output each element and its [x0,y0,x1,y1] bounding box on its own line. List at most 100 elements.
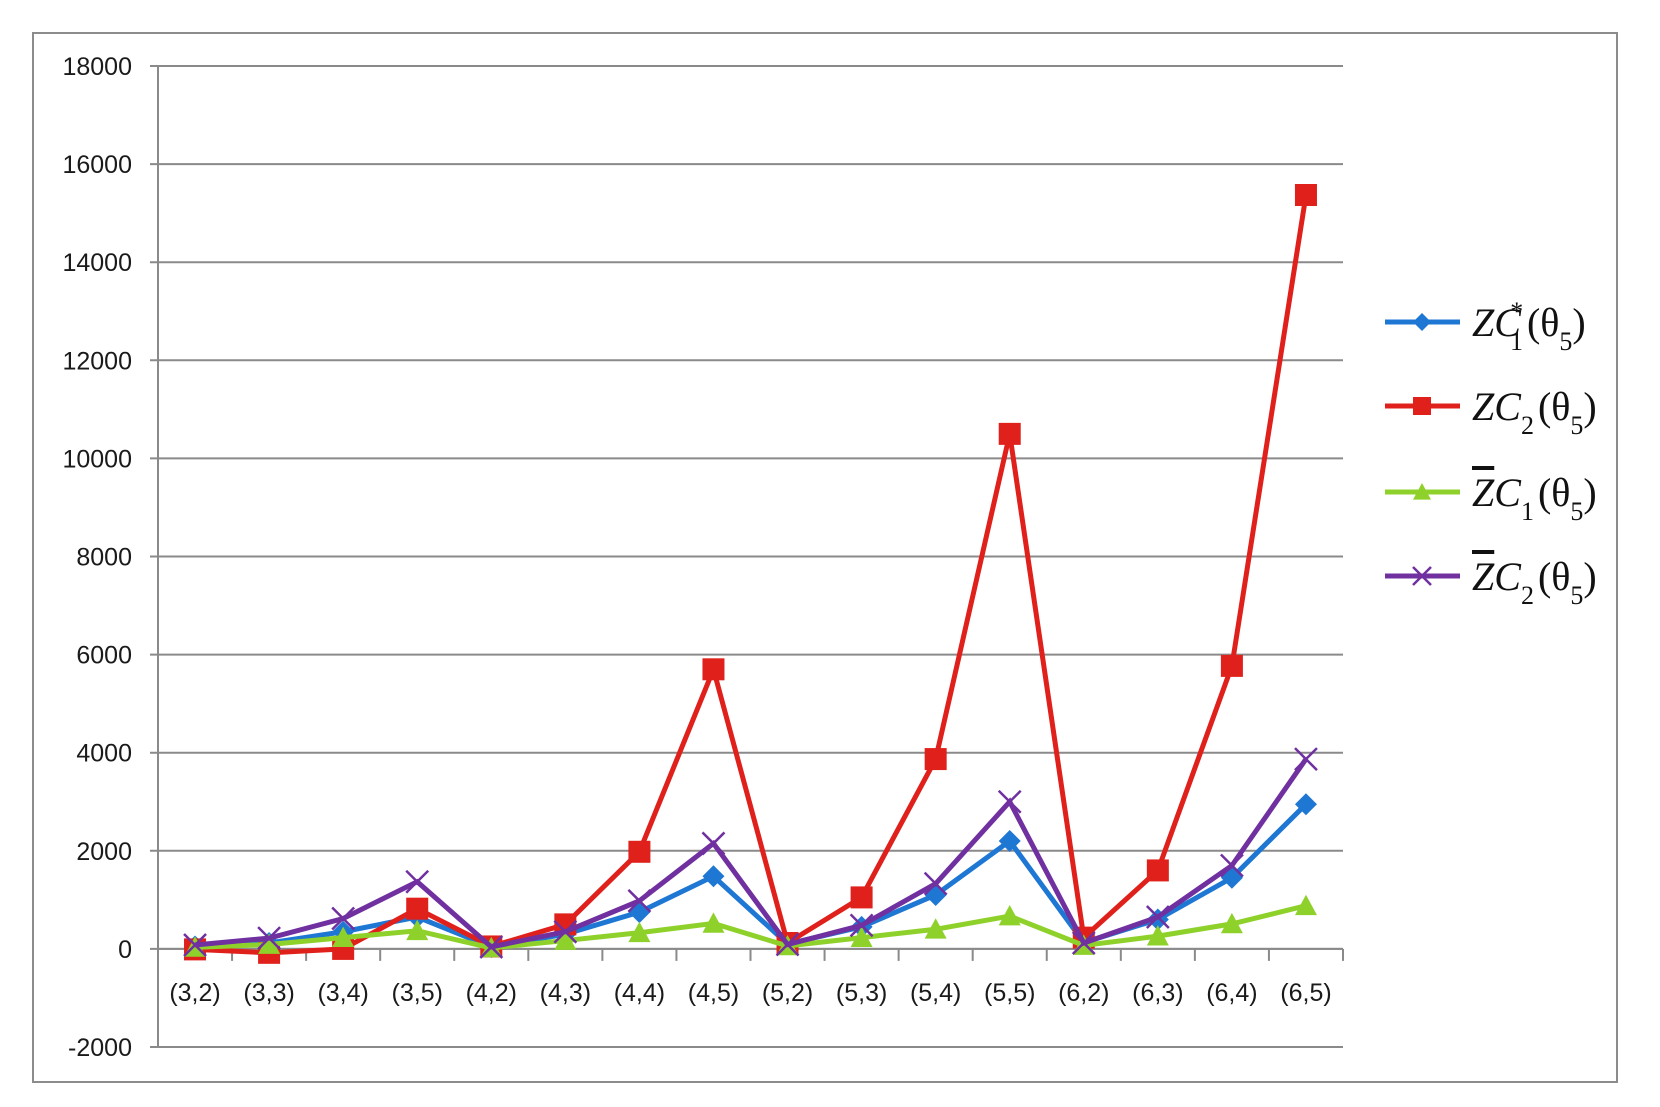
series-2 [184,184,1317,964]
legend: ZC* 1 (θ5)ZC2 (θ5)ZC1 (θ5)ZC2 (θ5) [1385,297,1597,610]
legend-label-part: ) [1572,300,1585,345]
data-point-triangle [258,933,281,954]
x-tick-label: (3,4) [317,979,368,1007]
x-tick-label: (5,4) [910,979,961,1007]
x-tick-label: (3,3) [243,979,294,1007]
y-tick-label: 8000 [76,544,132,572]
y-tick-label: 14000 [62,249,132,277]
legend-label: ZC2 (θ5) [1472,384,1597,440]
data-point-x-stroke [1220,853,1244,878]
legend-entry: ZC2 (θ5) [1385,554,1597,610]
data-point-triangle [702,912,725,933]
series-line [194,903,1307,951]
data-point-x-stroke [849,913,874,938]
legend-label-part: 1 [1510,327,1523,356]
series-line [194,194,1309,956]
legend-label-part: ZC [1472,300,1522,345]
data-point-square [628,840,651,863]
data-point-x [331,906,356,931]
legend-label-part: 5 [1570,497,1583,526]
data-point-diamond [1294,793,1317,816]
data-point-x [405,869,430,894]
data-point-x-stroke [479,935,504,959]
data-point-x [1145,905,1170,929]
data-point-square [924,748,947,771]
data-point-x-stroke [331,906,356,931]
x-tick-label: (6,3) [1132,979,1183,1007]
data-point-x-stroke [1412,566,1432,586]
data-point-x-stroke [923,871,948,896]
data-point-x-stroke [183,933,207,957]
legend-label-part: ZC [1472,384,1522,429]
x-tick-label: (5,2) [762,979,813,1007]
data-point-square [406,897,429,920]
data-point-square [1146,859,1169,882]
y-tick-label: -2000 [68,1034,132,1062]
series-4 [183,747,1318,959]
x-tick-label: (4,5) [688,979,739,1007]
x-tick-label: (6,4) [1206,979,1257,1007]
data-point-x-stroke [1294,747,1318,771]
data-point-x [997,789,1022,814]
data-point-triangle [1220,912,1243,934]
x-tick-label: (4,2) [466,979,517,1007]
x-tick-label: (3,5) [392,979,443,1007]
data-point-x [1294,747,1318,771]
data-point-triangle [628,921,651,943]
y-tick-label: 4000 [76,740,132,768]
legend-label-part: * [1509,297,1522,326]
y-tick-label: 12000 [62,347,132,375]
y-tick-label: 0 [118,936,132,964]
data-point-square [702,658,725,681]
x-tick-label: (4,3) [540,979,591,1007]
data-point-x [775,932,800,957]
legend-label-part: 2 [1521,411,1534,440]
data-point-x [257,926,281,950]
data-point-diamond [1413,313,1431,331]
data-point-x [479,935,504,959]
legend-label-part: (θ [1527,300,1559,345]
data-point-x [1071,931,1096,955]
data-point-x-stroke [1071,931,1096,955]
data-point-x-stroke [257,926,281,950]
legend-label-part: (θ [1538,554,1570,599]
data-point-triangle [332,926,355,947]
data-point-x [183,933,207,957]
y-tick-label: 18000 [62,53,132,81]
data-point-triangle [850,926,873,947]
legend-label-part: 5 [1570,581,1583,610]
legend-label-part: 5 [1570,411,1583,440]
legend-label-part: 1 [1521,497,1534,526]
data-point-triangle [1146,925,1169,946]
data-point-x [1412,566,1432,586]
legend-label-part: C [1494,470,1522,515]
data-point-x [849,913,874,938]
data-point-x-stroke [627,888,652,913]
legend-entry: ZC* 1 (θ5) [1385,297,1586,356]
legend-label: ZC1 (θ5) [1472,470,1597,526]
x-tick-label: (5,5) [984,979,1035,1007]
data-point-triangle [554,929,577,950]
legend-entry: ZC1 (θ5) [1385,470,1597,526]
data-point-triangle [406,919,429,941]
data-point-triangle [924,918,947,939]
gridlines [150,65,1343,1048]
legend-label-part: Z [1472,554,1495,599]
y-tick-label: 10000 [62,445,132,473]
y-tick-label: 6000 [76,642,132,670]
legend-label-part: 5 [1559,327,1572,356]
x-tick-label: (5,3) [836,979,887,1007]
data-point-x [553,919,578,944]
x-tick-label: (6,5) [1280,979,1331,1007]
data-point-x [1220,853,1244,878]
legend-label: ZC* 1 (θ5) [1472,297,1586,356]
legend-label: ZC2 (θ5) [1472,554,1597,610]
data-point-square [998,422,1021,445]
axes: -2000 0 2000 4000 6000 8000 10000 12000 14000 160… [62,53,1344,1062]
legend-label-part: ) [1583,554,1596,599]
data-point-x-stroke [1145,905,1170,929]
data-point-x-stroke [405,869,430,894]
data-point-diamond [998,829,1021,852]
data-point-x [923,871,948,896]
